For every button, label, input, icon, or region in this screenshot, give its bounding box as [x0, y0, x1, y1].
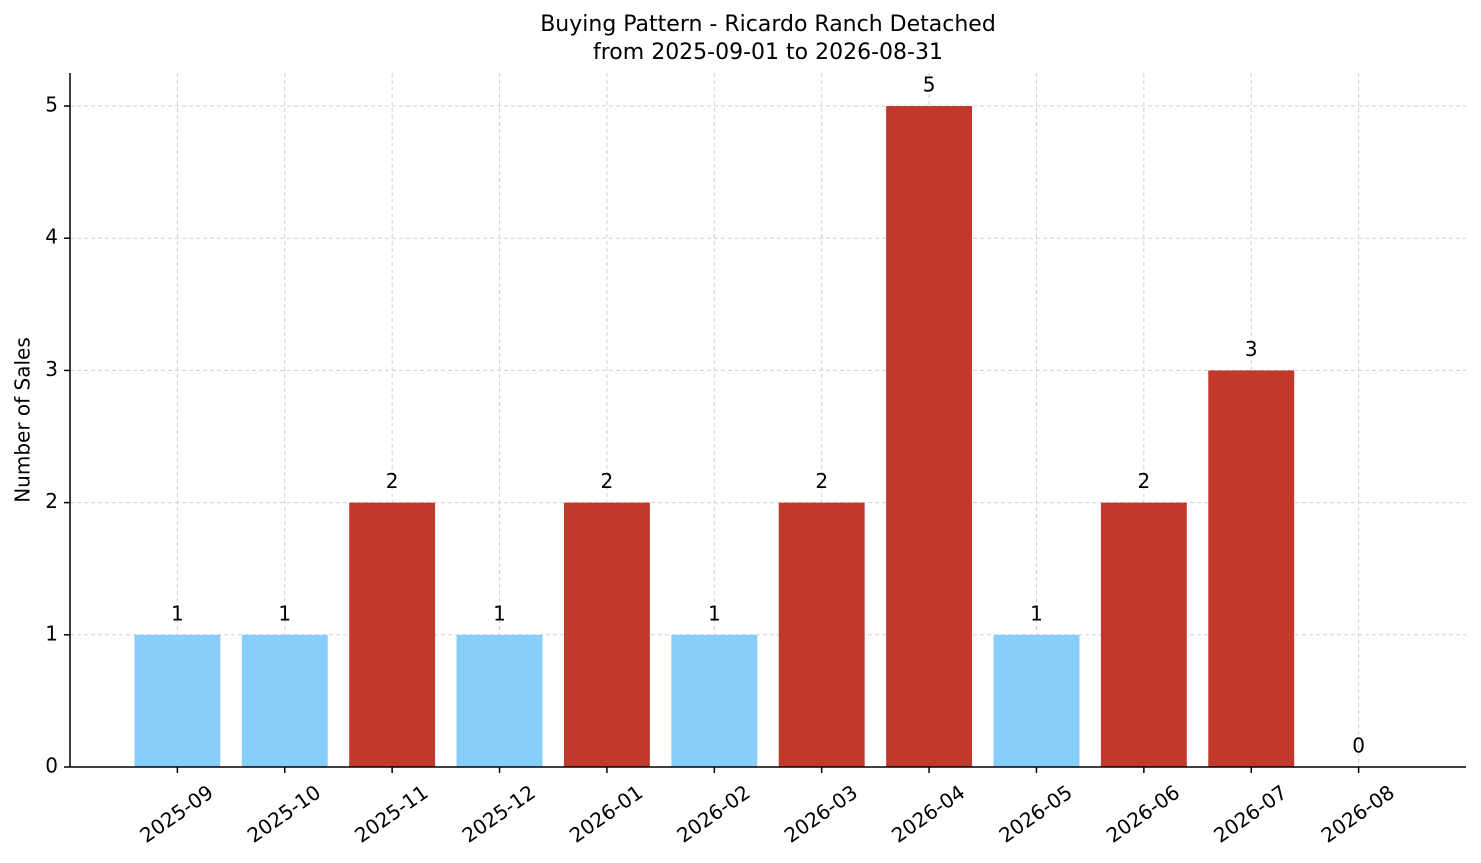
y-tick-label: 5 — [45, 93, 58, 117]
x-tick-label: 2026-05 — [994, 780, 1076, 848]
y-tick-label: 4 — [45, 225, 58, 249]
bar — [456, 634, 543, 767]
x-tick-label: 2026-02 — [672, 780, 754, 848]
chart-title: Buying Pattern - Ricardo Ranch Detached — [540, 12, 996, 37]
data-label: 2 — [815, 469, 828, 493]
data-label: 2 — [601, 469, 614, 493]
bar — [886, 106, 973, 768]
y-tick-label: 3 — [45, 357, 58, 381]
chart-subtitle: from 2025-09-01 to 2026-08-31 — [593, 40, 943, 65]
bar — [563, 502, 650, 767]
bar — [993, 634, 1080, 767]
data-label: 0 — [1352, 734, 1365, 758]
data-label: 1 — [708, 601, 721, 625]
data-label: 1 — [171, 601, 184, 625]
data-label: 2 — [386, 469, 399, 493]
data-label: 1 — [1030, 601, 1043, 625]
x-tick-label: 2025-09 — [135, 780, 217, 848]
x-tick-label: 2026-07 — [1209, 780, 1291, 848]
bar — [1100, 502, 1187, 767]
bar — [349, 502, 436, 767]
y-tick-label: 1 — [45, 621, 58, 645]
x-tick-label: 2026-01 — [565, 780, 647, 848]
x-tick-label: 2026-04 — [887, 780, 969, 848]
bar — [671, 634, 758, 767]
data-label: 1 — [493, 601, 506, 625]
x-tick-label: 2025-12 — [458, 780, 540, 848]
x-tick-label: 2025-11 — [350, 780, 432, 848]
data-label: 1 — [278, 601, 291, 625]
data-label: 3 — [1245, 337, 1258, 361]
data-label: 2 — [1137, 469, 1150, 493]
bar — [241, 634, 328, 767]
y-tick-label: 0 — [45, 754, 58, 778]
bar — [778, 502, 865, 767]
data-label: 5 — [923, 73, 936, 97]
y-axis-label: Number of Sales — [11, 337, 35, 503]
x-tick-label: 2025-10 — [243, 780, 325, 848]
x-tick-label: 2026-03 — [780, 780, 862, 848]
x-tick-label: 2026-06 — [1102, 780, 1184, 848]
bar — [1208, 370, 1295, 767]
bar — [134, 634, 221, 767]
y-tick-label: 2 — [45, 489, 58, 513]
x-tick-label: 2026-08 — [1317, 780, 1399, 848]
